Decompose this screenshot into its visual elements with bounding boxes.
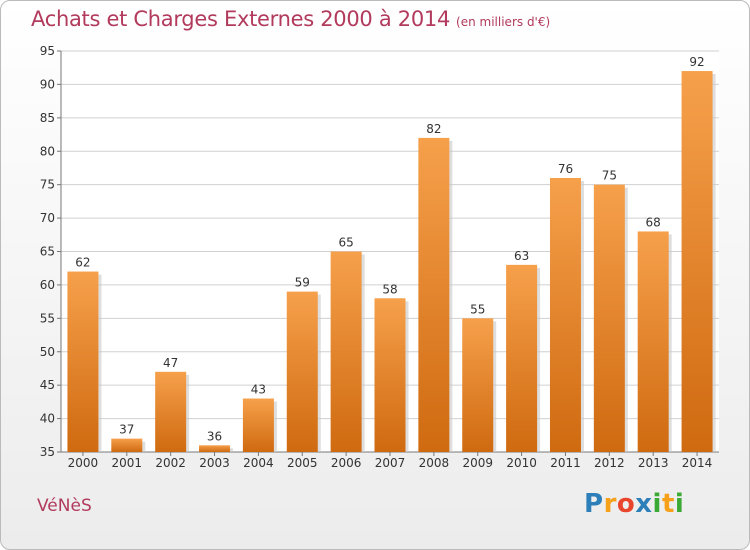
bar (637, 231, 669, 452)
x-tick-label: 2012 (594, 456, 625, 470)
bar (286, 291, 318, 452)
bar-value-label: 82 (426, 122, 441, 136)
x-tick-label: 2010 (506, 456, 537, 470)
bar (111, 438, 143, 452)
bar-value-label: 59 (295, 276, 310, 290)
x-tick-label: 2003 (199, 456, 230, 470)
logo-letter: r (603, 489, 617, 519)
x-tick-label: 2011 (550, 456, 581, 470)
logo-letter: x (635, 489, 653, 519)
bar (549, 177, 581, 452)
logo-letter: o (616, 489, 636, 519)
y-tick-label: 80 (40, 144, 55, 158)
logo-letter: i (674, 489, 685, 519)
x-tick-label: 2006 (331, 456, 362, 470)
bar-value-label: 62 (75, 256, 90, 270)
bar (462, 318, 494, 452)
bar (330, 251, 362, 452)
bar (506, 264, 538, 452)
commune-name: VéNèS (37, 496, 92, 516)
bar (593, 184, 625, 452)
y-tick-label: 75 (40, 178, 55, 192)
bar (681, 71, 713, 453)
y-tick-label: 70 (40, 211, 55, 225)
x-tick-label: 2001 (112, 456, 143, 470)
bar-value-label: 47 (163, 356, 178, 370)
x-tick-label: 2002 (155, 456, 186, 470)
logo-letter: t (661, 489, 675, 519)
bar-value-label: 92 (689, 55, 704, 69)
logo-letter: P (584, 489, 604, 519)
x-tick-label: 2000 (68, 456, 99, 470)
y-tick-label: 55 (40, 311, 55, 325)
y-tick-label: 45 (40, 378, 55, 392)
bar (199, 445, 231, 452)
bar-value-label: 36 (207, 429, 222, 443)
x-tick-label: 2008 (419, 456, 450, 470)
chart-subtitle: (en milliers d'€) (456, 15, 551, 29)
x-tick-label: 2009 (462, 456, 493, 470)
bar (374, 298, 406, 452)
bar (155, 371, 187, 452)
logo-letter: i (652, 489, 662, 519)
bar-value-label: 58 (382, 282, 397, 296)
bar-value-label: 63 (514, 249, 529, 263)
bar (418, 137, 450, 452)
x-tick-label: 2014 (682, 456, 713, 470)
bar-value-label: 75 (602, 169, 617, 183)
x-tick-label: 2013 (638, 456, 669, 470)
bar-value-label: 68 (646, 215, 661, 229)
y-tick-label: 60 (40, 278, 55, 292)
bar (242, 398, 274, 452)
chart-title: Achats et Charges Externes 2000 à 2014 (e… (31, 7, 551, 31)
y-tick-label: 85 (40, 111, 55, 125)
x-tick-label: 2005 (287, 456, 318, 470)
proxiti-logo: Proxiti (584, 489, 684, 519)
y-tick-label: 95 (40, 44, 55, 58)
bar-value-label: 76 (558, 162, 573, 176)
x-tick-label: 2004 (243, 456, 274, 470)
y-tick-label: 40 (40, 412, 55, 426)
bar-value-label: 65 (338, 236, 353, 250)
bar (67, 271, 99, 452)
y-tick-label: 90 (40, 77, 55, 91)
bar-value-label: 37 (119, 423, 134, 437)
y-tick-label: 65 (40, 245, 55, 259)
y-tick-label: 50 (40, 345, 55, 359)
bar-value-label: 55 (470, 302, 485, 316)
y-tick-label: 35 (40, 445, 55, 459)
x-tick-label: 2007 (375, 456, 406, 470)
bar-value-label: 43 (251, 383, 266, 397)
